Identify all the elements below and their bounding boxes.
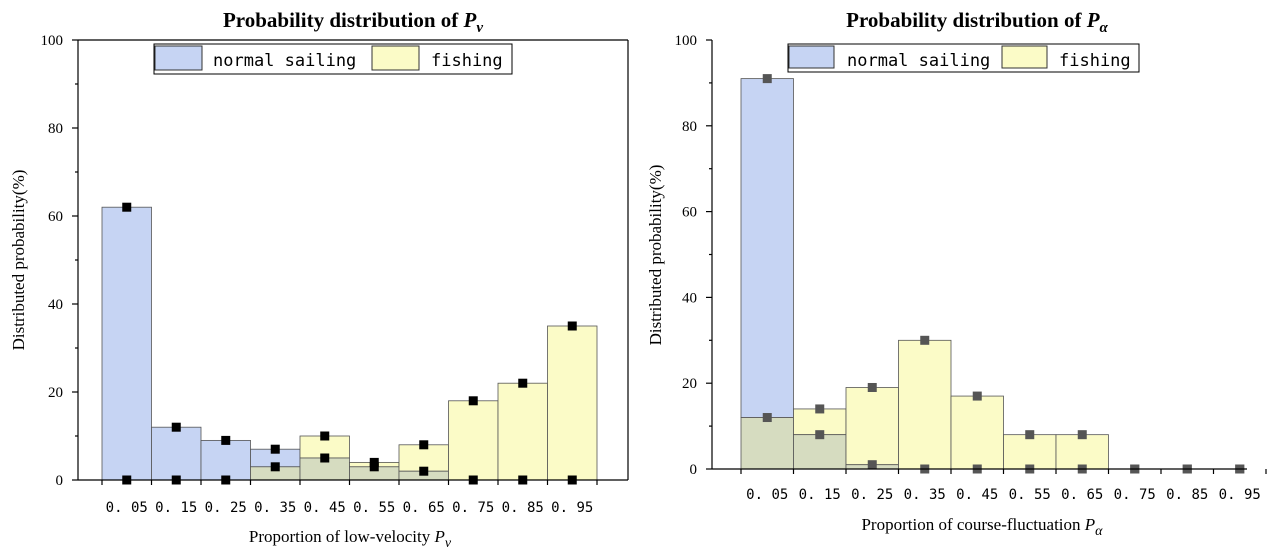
chart-title-text: Probability distribution of xyxy=(846,8,1087,32)
marker-fishing xyxy=(815,404,825,414)
y-tick-label: 60 xyxy=(682,205,697,221)
x-axis-label: Proportion of low-velocity Pv xyxy=(249,527,452,549)
bar-fishing xyxy=(1003,434,1057,470)
x-tick-label: 0. 45 xyxy=(956,487,998,503)
chart-title-text: Probability distribution of xyxy=(223,8,464,32)
marker-fishing xyxy=(567,321,577,331)
x-axis-label-subscript: v xyxy=(445,536,452,549)
chart-title: Probability distribution of Pα xyxy=(846,8,1108,36)
bar-fishing xyxy=(1055,434,1109,470)
chart-low-velocity: Probability distribution of Pv 0 20 40 60 80 1… xyxy=(9,8,629,549)
x-tick-label: 0. 15 xyxy=(155,500,197,516)
chart-title-subscript: v xyxy=(476,20,483,36)
marker-fishing xyxy=(518,378,528,388)
marker-normal-sailing xyxy=(171,422,181,432)
x-axis-label-subscript: α xyxy=(1095,524,1103,539)
x-axis-label-text: Proportion of course-fluctuation xyxy=(861,515,1084,534)
y-tick-label: 40 xyxy=(682,290,697,306)
marker-fishing xyxy=(468,396,478,406)
x-axis-label-symbol: P xyxy=(1084,515,1095,534)
x-axis-label: Proportion of course-fluctuation Pα xyxy=(861,515,1103,539)
marker-normal-sailing xyxy=(320,453,330,463)
marker-fishing xyxy=(320,431,330,441)
x-tick-label: 0. 45 xyxy=(304,500,346,516)
marker-fishing xyxy=(270,462,280,472)
bar-normal-sailing xyxy=(151,426,202,481)
x-tick-label: 0. 05 xyxy=(746,487,788,503)
legend-label-normal-sailing: normal sailing xyxy=(213,51,356,71)
x-tick-label: 0. 65 xyxy=(403,500,445,516)
marker-normal-sailing xyxy=(419,466,429,476)
legend-label-fishing: fishing xyxy=(431,51,503,71)
y-tick-label: 20 xyxy=(48,385,63,401)
bar-overlap xyxy=(740,417,794,470)
marker-normal-sailing xyxy=(815,430,825,440)
bar-overlap xyxy=(793,434,847,470)
x-axis-label-symbol: P xyxy=(433,527,444,546)
y-tick-label: 40 xyxy=(48,297,63,313)
marker-fishing xyxy=(972,391,982,401)
y-axis-label: Distributed probability(%) xyxy=(9,170,28,351)
marker-normal-sailing xyxy=(867,460,877,470)
bar-fishing xyxy=(547,325,598,481)
x-tick-label: 0. 55 xyxy=(1009,487,1051,503)
y-tick-label: 20 xyxy=(682,376,697,392)
marker-normal-sailing xyxy=(762,74,772,84)
x-tick-label: 0. 35 xyxy=(254,500,296,516)
legend-swatch-fishing xyxy=(371,45,420,71)
marker-normal-sailing xyxy=(270,444,280,454)
y-tick-label: 80 xyxy=(48,121,63,137)
bar-normal-sailing xyxy=(101,206,152,481)
legend-box xyxy=(787,43,1140,73)
x-tick-label: 0. 75 xyxy=(1114,487,1156,503)
legend-swatch-normal-sailing xyxy=(788,45,835,69)
bar-fishing xyxy=(448,400,499,481)
legend-swatch-fishing xyxy=(1001,45,1048,69)
y-tick-label: 100 xyxy=(41,33,64,49)
x-tick-label: 0. 95 xyxy=(1219,487,1261,503)
bar-fishing xyxy=(898,339,952,470)
legend-box xyxy=(153,43,513,75)
legend-swatch-normal-sailing xyxy=(154,45,203,71)
x-tick-label: 0. 15 xyxy=(799,487,841,503)
x-tick-label: 0. 65 xyxy=(1061,487,1103,503)
x-tick-label: 0. 25 xyxy=(205,500,247,516)
bar-fishing xyxy=(497,382,548,481)
x-tick-label: 0. 85 xyxy=(502,500,544,516)
chart-title-symbol: P xyxy=(463,8,477,32)
bar-normal-sailing xyxy=(200,439,251,481)
x-tick-label: 0. 25 xyxy=(851,487,893,503)
bar-fishing xyxy=(950,395,1004,470)
y-tick-label: 100 xyxy=(675,33,698,49)
y-tick-label: 80 xyxy=(682,119,697,135)
marker-fishing xyxy=(419,440,429,450)
marker-fishing xyxy=(762,413,772,423)
chart-title-symbol: P xyxy=(1086,8,1100,32)
marker-normal-sailing xyxy=(221,435,231,445)
marker-fishing xyxy=(1025,430,1035,440)
x-tick-label: 0. 95 xyxy=(551,500,593,516)
x-tick-label: 0. 55 xyxy=(353,500,395,516)
chart-title: Probability distribution of Pv xyxy=(223,8,483,36)
marker-fishing xyxy=(1077,430,1087,440)
marker-fishing xyxy=(369,457,379,467)
x-tick-label: 0. 75 xyxy=(452,500,494,516)
bar-normal-sailing xyxy=(740,78,794,418)
y-tick-label: 0 xyxy=(690,462,698,478)
y-tick-label: 0 xyxy=(56,473,64,489)
chart-title-subscript: α xyxy=(1100,20,1109,36)
y-tick-label: 60 xyxy=(48,209,63,225)
x-axis-label-text: Proportion of low-velocity xyxy=(249,527,435,546)
marker-normal-sailing xyxy=(122,202,132,212)
bar-fishing xyxy=(845,387,899,466)
marker-fishing xyxy=(867,382,877,392)
legend-label-normal-sailing: normal sailing xyxy=(847,51,990,71)
legend-label-fishing: fishing xyxy=(1059,51,1131,71)
chart-course-fluctuation: Probability distribution of Pα 0 20 40 60 80 1… xyxy=(646,8,1267,539)
y-axis-label: Distributed probability(%) xyxy=(646,165,665,346)
x-tick-label: 0. 85 xyxy=(1166,487,1208,503)
x-tick-label: 0. 35 xyxy=(904,487,946,503)
marker-fishing xyxy=(920,335,930,345)
x-tick-label: 0. 05 xyxy=(106,500,148,516)
